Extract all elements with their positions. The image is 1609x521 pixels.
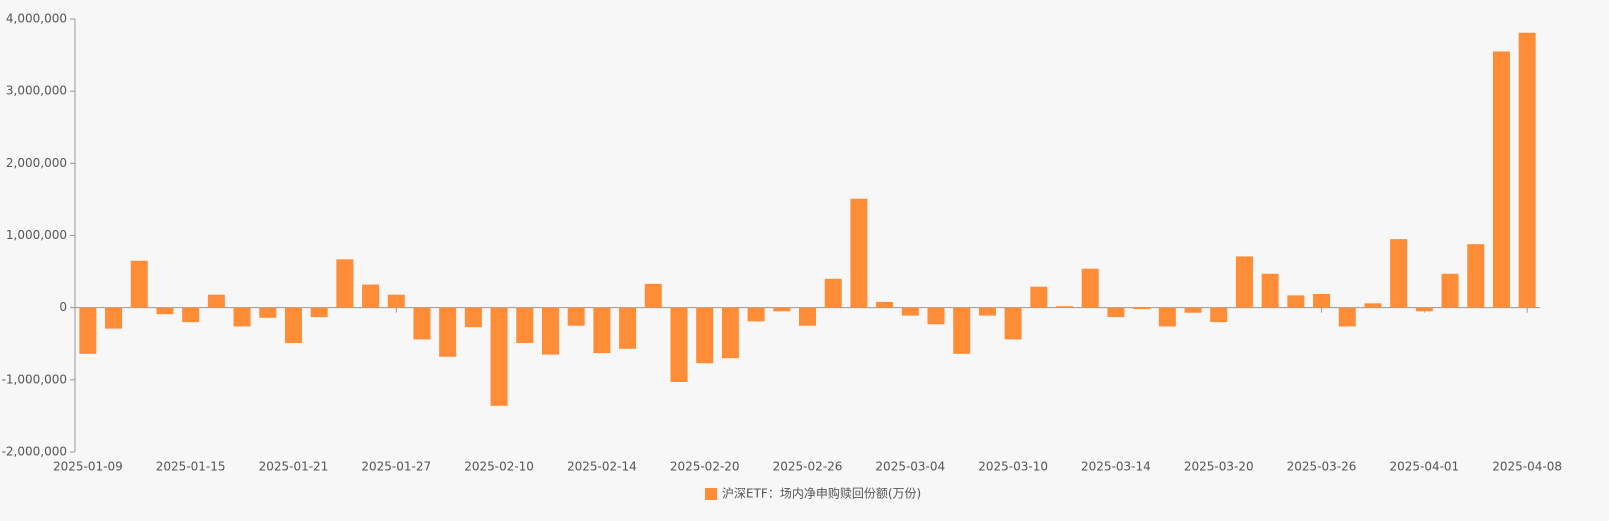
bar [259,307,277,318]
x-tick-label: 2025-01-21 [259,460,329,474]
bar [593,307,611,354]
bar [387,294,405,308]
bar [413,307,431,340]
bar [1235,256,1253,308]
bar [799,307,816,326]
bar [850,198,868,308]
bar [1184,307,1202,313]
x-tick-label: 2025-02-26 [773,460,843,474]
bar [336,259,354,308]
bar [1338,307,1356,327]
bar [1004,307,1022,340]
x-tick-label: 2025-03-20 [1184,460,1254,474]
y-tick-label: -2,000,000 [2,445,67,459]
bar [1081,268,1099,308]
bar [1415,307,1433,312]
bar [670,307,688,382]
bar [105,307,123,329]
bar [1107,307,1125,318]
bar [233,307,251,327]
bar [1467,244,1485,308]
y-tick-label: 4,000,000 [6,12,67,26]
bar [516,307,534,344]
bar [284,307,302,344]
bar [953,307,971,354]
bar [1364,303,1382,308]
bar [490,307,508,406]
bar [362,284,380,308]
x-tick-label: 2025-03-04 [875,460,945,474]
bar [696,307,714,364]
bar [1390,239,1408,308]
bar [1287,295,1305,308]
bar [439,307,457,357]
x-tick-label: 2025-03-14 [1081,460,1151,474]
y-tick-label: 1,000,000 [6,228,67,242]
x-tick-label: 2025-02-14 [567,460,637,474]
x-tick-label: 2025-03-26 [1287,460,1357,474]
y-tick-label: 0 [59,300,67,314]
legend-label: 沪深ETF：场内净申购赎回份额(万份) [722,486,921,501]
bar [207,294,225,308]
y-tick-label: -1,000,000 [2,372,67,386]
bar [824,278,842,308]
bar [1056,306,1074,308]
bar [156,307,174,315]
bar [1210,307,1228,323]
x-tick-label: 2025-01-09 [53,460,123,474]
bar [1313,293,1331,308]
bar [927,307,945,325]
x-tick-label: 2025-02-10 [464,460,534,474]
bar [1158,307,1176,327]
bar [747,307,765,322]
bar [1030,286,1048,308]
bar [1492,51,1510,308]
bar [310,307,328,318]
bar [901,307,919,316]
bar [721,307,739,359]
bar [79,307,97,354]
x-tick-label: 2025-03-10 [978,460,1048,474]
x-tick-label: 2025-01-27 [361,460,431,474]
x-tick-label: 2025-02-20 [670,460,740,474]
bar [1518,32,1536,308]
y-tick-label: 3,000,000 [6,84,67,98]
bar [1261,273,1279,308]
bar [1441,273,1459,308]
x-tick-label: 2025-04-08 [1492,460,1562,474]
bar [978,307,996,316]
bar [773,307,791,312]
bar [619,307,637,349]
bar [182,307,200,323]
legend-swatch [705,488,717,500]
bar [876,301,894,308]
bar [541,307,559,355]
bar [1133,307,1151,310]
x-tick-label: 2025-01-15 [156,460,226,474]
bar [464,307,482,328]
y-tick-label: 2,000,000 [6,156,67,170]
bar [130,260,148,308]
bar [644,283,662,308]
bar [567,307,585,326]
x-tick-label: 2025-04-01 [1389,460,1459,474]
